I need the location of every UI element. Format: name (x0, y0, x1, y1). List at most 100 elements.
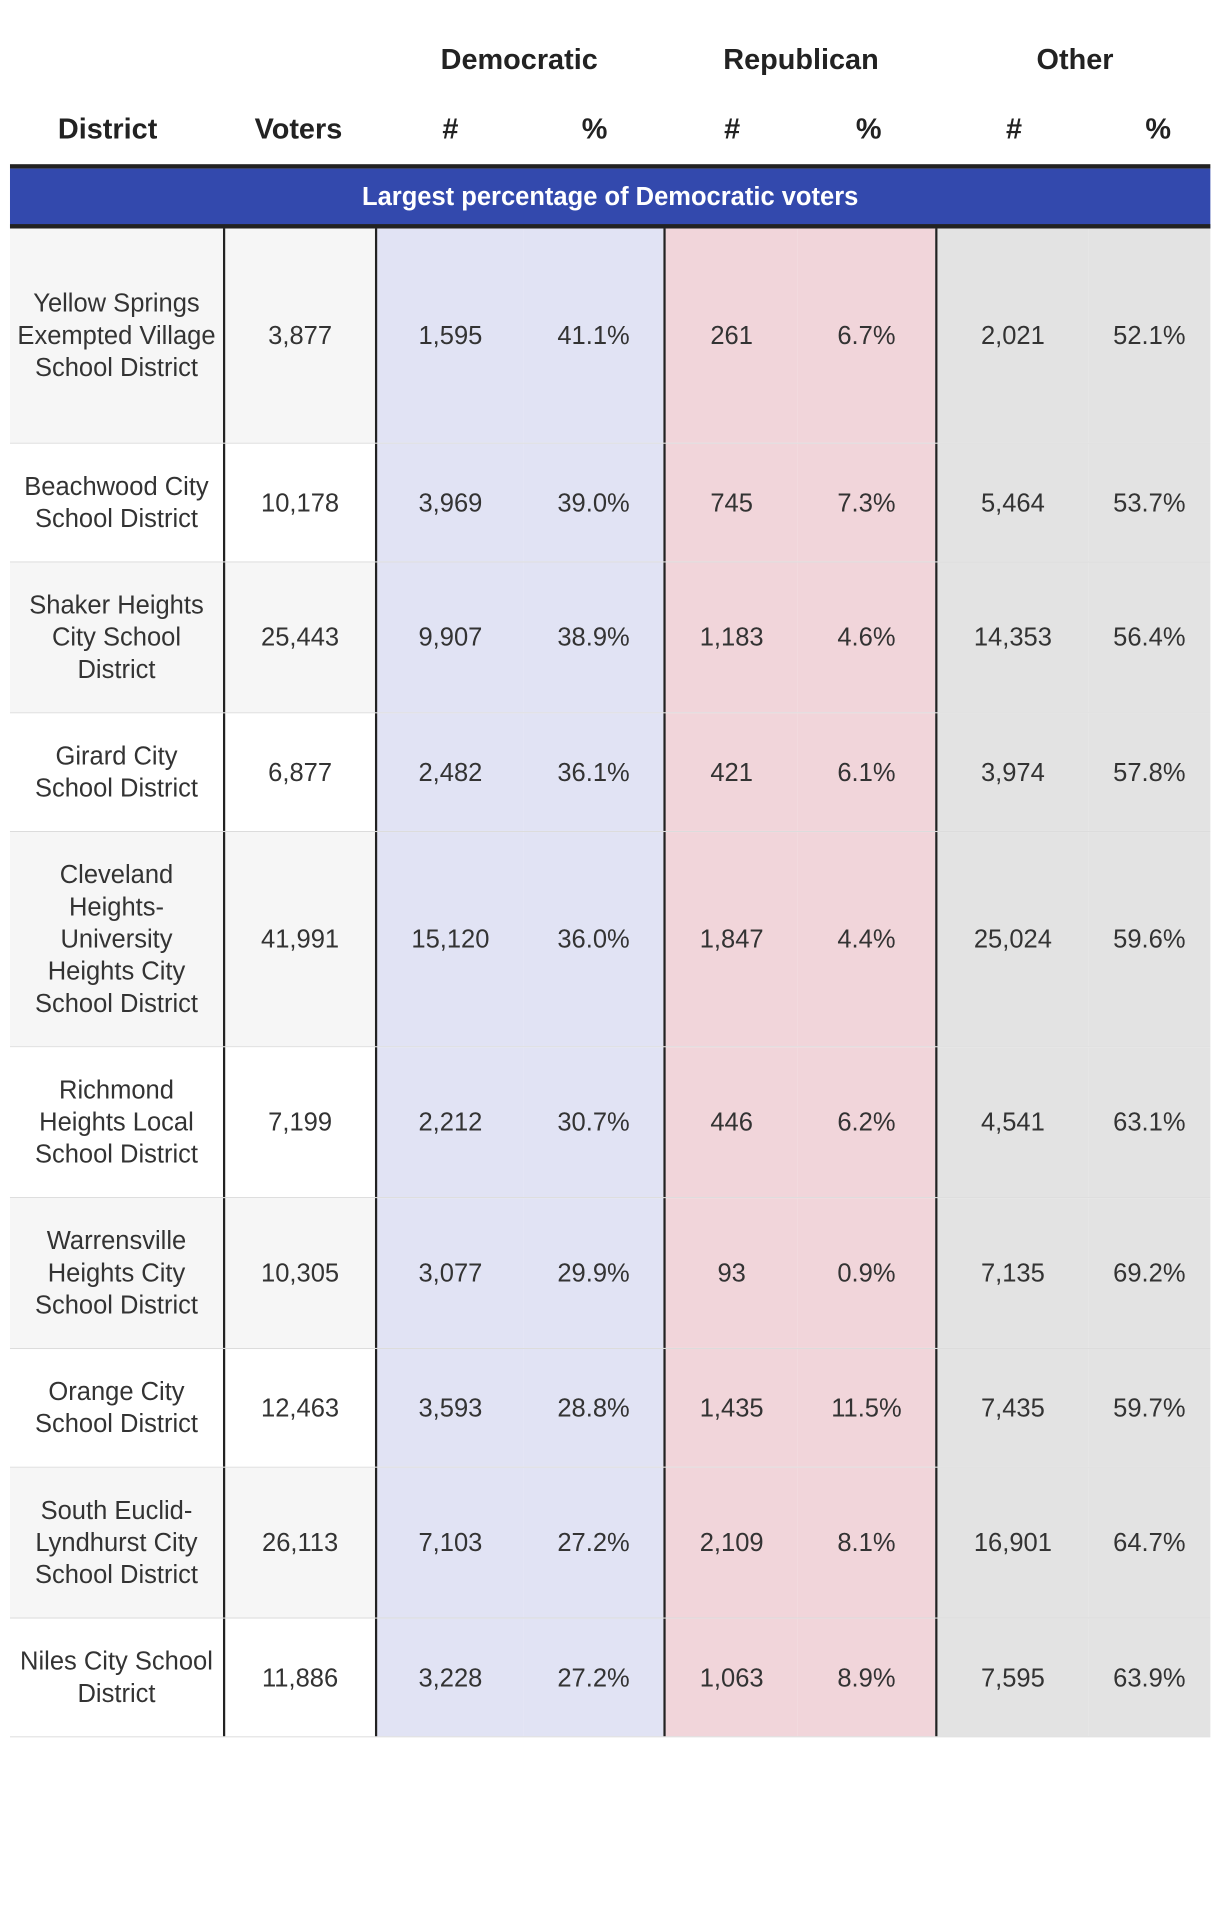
voter-table: Democratic Republican Other District Vot… (9, 0, 1211, 1738)
header-divider (9, 164, 1211, 169)
dem-pct-cell: 41.1% (523, 228, 664, 443)
oth-num-cell: 7,595 (935, 1618, 1089, 1737)
rep-pct-cell: 4.4% (797, 832, 936, 1047)
rep-num-cell: 1,847 (663, 832, 798, 1047)
oth-pct-cell: 52.1% (1088, 228, 1211, 443)
dem-pct-cell: 36.1% (523, 713, 664, 831)
oth-num-cell: 2,021 (935, 228, 1089, 443)
rep-num-cell: 1,063 (663, 1618, 798, 1737)
district-cell: Beachwood City School District (9, 443, 223, 562)
oth-num-cell: 7,135 (935, 1198, 1089, 1348)
district-cell: Girard City School District (9, 713, 223, 831)
oth-num-cell: 14,353 (935, 562, 1089, 713)
district-cell: Warrensville Heights City School Distric… (9, 1198, 223, 1348)
column-header-dem-pct: % (581, 112, 608, 146)
column-header-dem-num: # (442, 112, 459, 146)
dem-num-cell: 15,120 (374, 832, 524, 1047)
district-cell: South Euclid-Lyndhurst City School Distr… (9, 1467, 223, 1618)
voters-cell: 10,305 (222, 1198, 375, 1348)
district-cell: Yellow Springs Exempted Village School D… (9, 228, 223, 443)
oth-pct-cell: 53.7% (1088, 443, 1211, 562)
oth-pct-cell: 56.4% (1088, 562, 1211, 713)
rep-pct-cell: 8.1% (797, 1467, 936, 1618)
table-row: Warrensville Heights City School Distric… (9, 1198, 1211, 1350)
rep-pct-cell: 6.2% (797, 1047, 936, 1198)
rep-num-cell: 1,435 (663, 1349, 798, 1467)
column-header-oth-pct: % (1145, 112, 1172, 146)
table-row: Orange City School District 12,463 3,593 28… (9, 1349, 1211, 1468)
rep-num-cell: 1,183 (663, 562, 798, 713)
voters-cell: 26,113 (222, 1467, 375, 1618)
voters-cell: 25,443 (222, 562, 375, 713)
dem-pct-cell: 27.2% (523, 1467, 664, 1618)
dem-num-cell: 3,969 (374, 443, 524, 562)
table-row: Shaker Heights City School District 25,44… (9, 562, 1211, 714)
dem-num-cell: 9,907 (374, 562, 524, 713)
voters-cell: 11,886 (222, 1618, 375, 1737)
dem-num-cell: 3,077 (374, 1198, 524, 1348)
table-row: Yellow Springs Exempted Village School D… (9, 228, 1211, 444)
dem-pct-cell: 39.0% (523, 443, 664, 562)
rep-num-cell: 421 (663, 713, 798, 831)
oth-num-cell: 25,024 (935, 832, 1089, 1047)
dem-pct-cell: 29.9% (523, 1198, 664, 1348)
table-row: South Euclid-Lyndhurst City School Distr… (9, 1467, 1211, 1619)
oth-num-cell: 5,464 (935, 443, 1089, 562)
district-cell: Orange City School District (9, 1349, 223, 1467)
dem-pct-cell: 27.2% (523, 1618, 664, 1737)
dem-num-cell: 1,595 (374, 228, 524, 443)
dem-pct-cell: 30.7% (523, 1047, 664, 1198)
oth-num-cell: 4,541 (935, 1047, 1089, 1198)
oth-pct-cell: 57.8% (1088, 713, 1211, 831)
voters-cell: 7,199 (222, 1047, 375, 1198)
dem-num-cell: 7,103 (374, 1467, 524, 1618)
rep-pct-cell: 4.6% (797, 562, 936, 713)
table-row: Girard City School District 6,877 2,482 36.… (9, 713, 1211, 833)
district-cell: Shaker Heights City School District (9, 562, 223, 713)
table-header: Democratic Republican Other District Vot… (9, 0, 1211, 169)
rep-num-cell: 93 (663, 1198, 798, 1348)
rep-pct-cell: 11.5% (797, 1349, 936, 1467)
table-row: Richmond Heights Local School District 7,… (9, 1047, 1211, 1199)
column-header-rep-num: # (724, 112, 741, 146)
district-cell: Richmond Heights Local School District (9, 1047, 223, 1198)
table-row: Beachwood City School District 10,178 3,96… (9, 443, 1211, 563)
dem-num-cell: 2,482 (374, 713, 524, 831)
group-header-other: Other (1036, 42, 1114, 76)
voters-cell: 41,991 (222, 832, 375, 1047)
oth-pct-cell: 63.9% (1088, 1618, 1211, 1737)
column-header-voters: Voters (254, 112, 343, 146)
district-cell: Cleveland Heights-University Heights Cit… (9, 832, 223, 1047)
column-header-oth-num: # (1005, 112, 1023, 146)
rep-pct-cell: 8.9% (797, 1618, 936, 1737)
voters-cell: 12,463 (222, 1349, 375, 1467)
rep-num-cell: 2,109 (663, 1467, 798, 1618)
rep-pct-cell: 6.7% (797, 228, 936, 443)
oth-num-cell: 16,901 (935, 1467, 1089, 1618)
rep-pct-cell: 0.9% (797, 1198, 936, 1348)
group-header-republican: Republican (723, 42, 879, 76)
dem-pct-cell: 38.9% (523, 562, 664, 713)
voters-cell: 3,877 (222, 228, 375, 443)
dem-num-cell: 2,212 (374, 1047, 524, 1198)
dem-num-cell: 3,593 (374, 1349, 524, 1467)
dem-num-cell: 3,228 (374, 1618, 524, 1737)
rep-num-cell: 261 (663, 228, 798, 443)
table-row: Niles City School District 11,886 3,228 27.… (9, 1618, 1211, 1738)
oth-num-cell: 7,435 (935, 1349, 1089, 1467)
oth-num-cell: 3,974 (935, 713, 1089, 831)
voters-cell: 10,178 (222, 443, 375, 562)
district-cell: Niles City School District (9, 1618, 223, 1737)
column-header-district: District (57, 112, 158, 146)
rep-pct-cell: 6.1% (797, 713, 936, 831)
rep-pct-cell: 7.3% (797, 443, 936, 562)
group-header-democratic: Democratic (440, 42, 598, 76)
rep-num-cell: 745 (663, 443, 798, 562)
oth-pct-cell: 59.7% (1088, 1349, 1211, 1467)
section-banner: Largest percentage of Democratic voters (9, 168, 1211, 229)
oth-pct-cell: 63.1% (1088, 1047, 1211, 1198)
voters-cell: 6,877 (222, 713, 375, 831)
rep-num-cell: 446 (663, 1047, 798, 1198)
column-header-rep-pct: % (855, 112, 882, 146)
